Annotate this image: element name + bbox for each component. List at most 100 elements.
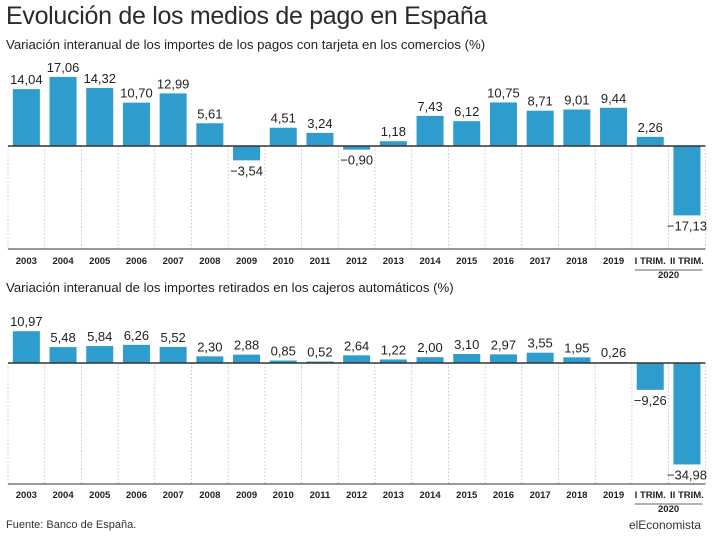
tick-label: 2005 [89,256,111,267]
data-label: 1,18 [381,124,406,139]
bar-2008 [196,356,224,363]
bar-2011 [306,132,334,146]
data-label: 14,32 [83,71,116,86]
tick-label: 2012 [346,490,367,501]
bar-2012 [343,355,371,363]
bar-2006 [122,344,150,363]
tick-label: 2006 [126,490,147,501]
tick-label: 2003 [16,256,37,267]
data-label: 10,97 [10,314,43,329]
data-label: 2,00 [417,340,442,355]
tick-label: 2017 [530,256,551,267]
bar-2014 [416,357,444,363]
source-note: Fuente: Banco de España. [6,519,137,531]
tick-label: 2018 [566,490,587,501]
tick-label: 2008 [199,256,220,267]
bar-2006 [122,102,150,146]
tick-label: 2009 [236,256,257,267]
bar-2009 [233,354,261,363]
data-label: 5,52 [160,330,185,345]
bar-iitrim [673,146,701,216]
bar-2005 [86,88,114,146]
bar-2003 [12,331,40,363]
bar-itrim [636,136,664,146]
tick-label: 2017 [530,490,551,501]
tick-label: I TRIM. [635,490,666,501]
tick-label: 2019 [603,256,624,267]
bar-2005 [86,346,114,363]
bar-2017 [526,352,554,363]
group-label: 2020 [658,270,679,281]
data-label: 4,51 [271,111,296,126]
tick-label: 2005 [89,490,111,501]
data-label: 0,52 [307,344,332,359]
tick-label: 2015 [456,490,478,501]
tick-label: 2010 [273,490,294,501]
bar-2018 [563,109,591,146]
data-label: 9,44 [601,91,626,106]
bar-2008 [196,123,224,146]
data-label: 2,64 [344,338,369,353]
data-label: 7,43 [417,99,442,114]
bar-2003 [12,89,40,146]
tick-label: 2019 [603,490,624,501]
bar-2015 [453,121,481,146]
tick-label: 2012 [346,256,367,267]
data-label: 10,70 [120,86,153,101]
bar-2007 [159,93,187,146]
data-label: 9,01 [564,93,589,108]
bar-iitrim [673,363,701,465]
tick-label: II TRIM. [670,490,704,501]
data-label: 3,24 [307,116,332,131]
data-label: −0,90 [340,153,373,168]
bar-2011 [306,361,334,363]
data-label: 3,55 [527,336,552,351]
tick-label: I TRIM. [635,256,666,267]
tick-label: 2014 [419,256,441,267]
tick-label: 2009 [236,490,257,501]
tick-label: 2013 [383,490,404,501]
bar-2007 [159,346,187,363]
data-label: 5,48 [50,330,75,345]
data-label: 2,97 [491,337,516,352]
tick-label: II TRIM. [670,256,704,267]
tick-label: 2008 [199,490,220,501]
data-label: 5,84 [87,329,112,344]
data-label: 5,61 [197,106,222,121]
data-label: 0,26 [601,345,626,360]
bar-2016 [489,102,517,146]
bar-2017 [526,110,554,146]
chart-2: 10,97 5,48 5,84 6,26 5,52 2,30 2,88 0,85 0,52 2,6… [7,314,707,515]
data-label: 6,26 [124,328,149,343]
data-label: −3,54 [230,163,263,178]
tick-label: 2004 [52,490,74,501]
data-label: −9,26 [634,393,667,408]
data-label: 2,26 [638,120,663,135]
tick-label: 2016 [493,256,514,267]
data-label: 6,12 [454,104,479,119]
data-label: −17,13 [667,218,707,233]
tick-label: 2006 [126,256,147,267]
data-label: 2,88 [234,338,259,353]
bar-2010 [269,360,297,363]
bar-itrim [636,363,664,390]
bar-2018 [563,357,591,363]
data-label: 12,99 [157,76,190,91]
bar-2010 [269,127,297,146]
chart-1-title: Variación interanual de los importes de … [6,37,486,52]
bar-2015 [453,354,481,363]
tick-label: 2013 [383,256,404,267]
tick-label: 2011 [310,256,331,267]
bar-2004 [49,347,77,363]
data-label: 10,75 [487,85,520,100]
brand-logo: elEconomista [628,518,701,532]
bar-2012 [343,146,371,150]
tick-label: 2014 [419,490,441,501]
data-label: 1,22 [381,342,406,357]
bar-2013 [379,141,407,146]
tick-label: 2004 [52,256,74,267]
data-label: 3,10 [454,337,479,352]
data-label: 8,71 [527,94,552,109]
